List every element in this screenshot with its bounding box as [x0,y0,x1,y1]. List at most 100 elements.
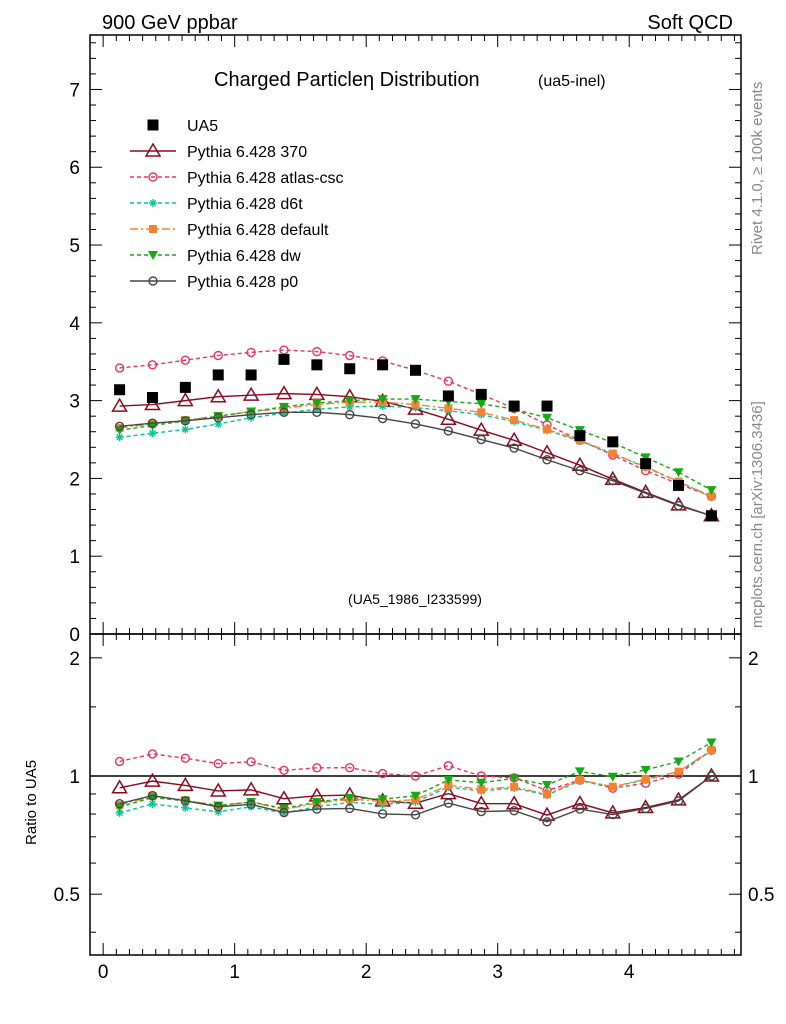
ratio-y-label: Ratio to UA5 [23,760,40,845]
ratio-point-5 [147,790,158,801]
data-point [245,369,257,381]
data-point [475,388,487,400]
series-point-1 [114,363,125,373]
data-point [311,359,323,371]
series-point-0 [440,410,457,426]
ratio-point-1 [443,761,454,771]
series-point-3 [608,449,617,458]
series-point-5 [476,434,486,445]
y-tick-label: 5 [69,236,80,257]
rivet-label: Rivet 4.1.0, ≥ 100k events [749,82,766,255]
series-point-0 [177,392,194,407]
ratio-point-5 [246,799,256,810]
ratio-point-5 [180,796,191,806]
series-point-5 [608,476,618,486]
series-point-4 [311,398,322,408]
legend-marker-2 [149,199,157,207]
star-stroke [182,804,189,812]
ratio-point-5 [410,810,421,820]
y-tick-label: 1 [69,547,80,568]
ratio-point-4 [344,793,355,803]
ratio-tick-label: 0.5 [54,885,80,906]
ratio-point-4 [640,765,651,775]
ratio-tick-label: 2 [69,649,80,670]
series-point-0 [275,385,293,400]
legend-marker-1 [148,172,158,182]
series-point-5 [575,465,585,476]
ratio-point-5 [345,803,355,814]
series-point-1 [147,360,158,370]
ratio-point-0 [472,795,490,810]
star-stroke [214,420,222,428]
star-stroke [247,414,255,422]
series-line-5 [119,411,712,517]
series-point-0 [209,388,227,403]
ratio-point-5 [443,798,454,808]
ratio-point-3 [707,746,716,755]
data-point [673,479,685,491]
legend-label-1: Pythia 6.428 atlas-csc [187,170,344,187]
ratio-point-1 [180,753,191,763]
star-stroke [149,800,156,808]
legend-marker-3 [149,225,157,233]
ratio-point-0 [242,781,260,796]
ratio-point-1 [279,765,289,776]
x-tick-label: 4 [624,962,635,983]
ratio-point-1 [312,763,322,773]
data-point [442,390,454,402]
chart-title: Charged Particleη Distribution [214,69,480,91]
series-point-5 [114,421,125,431]
ratio-point-0 [505,795,523,810]
legend-marker-4 [148,251,158,260]
y-tick-label: 2 [69,469,80,490]
series-point-3 [444,404,453,413]
ratio-point-1 [213,758,223,769]
ratio-point-4 [443,775,454,785]
ratio-point-4 [673,757,684,767]
ratio-point-4 [607,772,618,782]
ratio-point-2 [148,799,157,808]
legend-label-2: Pythia 6.428 d6t [187,196,303,213]
series-point-5 [147,418,158,428]
ratio-point-3 [477,785,486,794]
chart-title-suffix: (ua5-inel) [538,73,606,90]
ratio-panel: 0 1 2 3 4 0.5 0.5 1 1 2 2 Ratio to UA5 [23,628,774,983]
ratio-point-1 [147,749,158,759]
ratio-point-0 [571,795,589,810]
ratio-point-0 [177,776,194,792]
x-tick-label: 3 [492,962,503,983]
series-point-1 [312,346,322,357]
ratio-point-5 [706,771,717,781]
series-point-2 [148,429,157,438]
header-left: 900 GeV ppbar [102,12,238,34]
ratio-plot-frame [89,633,742,956]
data-point [508,400,520,412]
ratio-point-1 [410,771,421,781]
series-point-1 [213,350,223,361]
ratio-point-4 [377,795,388,805]
ratio-line-5 [119,775,712,823]
y-tick-label: 3 [69,392,80,413]
ratio-point-5 [279,807,289,818]
series-line-0 [119,392,712,517]
series-point-4 [673,468,684,478]
y-tick-label-zero: 0 [69,625,80,646]
ratio-point-3 [444,781,453,790]
series-point-1 [246,347,256,358]
mcplots-label: mcplots.cern.ch [arXiv:1306.3436] [749,401,766,628]
data-point [179,381,191,393]
series-line-4 [119,398,712,491]
series-point-4 [246,407,257,417]
ratio-point-4 [509,774,520,784]
ratio-point-4 [542,780,553,790]
ratio-point-4 [574,767,585,777]
x-tick-label: 2 [361,962,372,983]
series-point-3 [510,416,519,425]
ratio-point-1 [345,763,355,773]
ratio-point-5 [575,804,585,814]
series-point-1 [345,350,355,361]
ratio-point-5 [673,796,684,806]
ratio-point-4 [706,738,717,748]
series-line-3 [119,401,712,497]
data-point [278,353,290,365]
